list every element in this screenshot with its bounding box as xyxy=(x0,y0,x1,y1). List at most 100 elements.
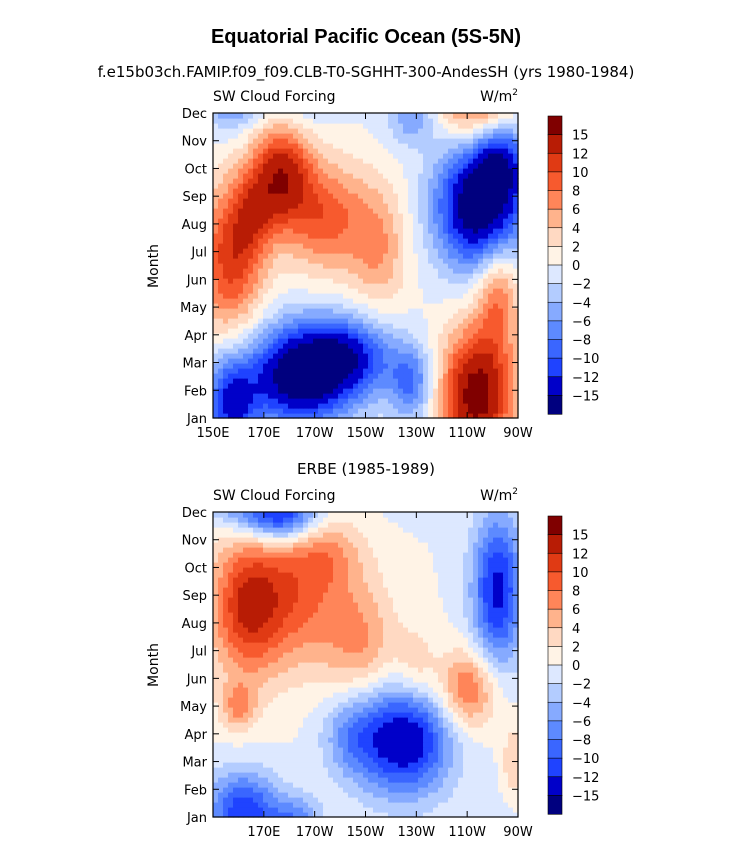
field-cell xyxy=(463,118,469,124)
field-cell xyxy=(513,797,519,803)
field-cell xyxy=(423,398,429,404)
field-cell xyxy=(338,333,344,339)
field-cell xyxy=(328,333,334,339)
field-cell xyxy=(313,363,319,369)
field-cell xyxy=(498,338,504,344)
field-cell xyxy=(423,388,429,394)
field-cell xyxy=(493,118,499,124)
field-cell xyxy=(273,188,279,194)
field-cell xyxy=(313,777,319,783)
field-cell xyxy=(443,133,449,139)
field-cell xyxy=(318,203,324,209)
field-cell xyxy=(283,298,289,304)
field-cell xyxy=(478,797,484,803)
field-cell xyxy=(388,153,394,159)
field-cell xyxy=(298,373,304,379)
field-cell xyxy=(433,313,439,319)
field-cell xyxy=(438,358,444,364)
field-cell xyxy=(358,138,364,144)
field-cell xyxy=(498,113,504,119)
field-cell xyxy=(253,388,259,394)
field-cell xyxy=(353,368,359,374)
field-cell xyxy=(388,328,394,334)
field-cell xyxy=(263,797,269,803)
field-cell xyxy=(458,383,464,389)
field-cell xyxy=(353,208,359,214)
field-cell xyxy=(233,787,239,793)
field-cell xyxy=(398,368,404,374)
field-cell xyxy=(388,143,394,149)
field-cell xyxy=(443,288,449,294)
field-cell xyxy=(298,203,304,209)
field-cell xyxy=(328,393,334,399)
field-cell xyxy=(213,273,219,279)
field-cell xyxy=(433,318,439,324)
field-cell xyxy=(508,782,514,788)
field-cell xyxy=(263,163,269,169)
field-cell xyxy=(418,328,424,334)
field-cell xyxy=(248,767,254,773)
field-cell xyxy=(493,403,499,409)
field-cell xyxy=(268,248,274,254)
field-cell xyxy=(498,353,504,359)
field-cell xyxy=(213,772,219,778)
field-cell xyxy=(453,792,459,798)
field-cell xyxy=(398,303,404,309)
field-cell xyxy=(423,792,429,798)
field-cell xyxy=(498,308,504,314)
field-cell xyxy=(448,168,454,174)
field-cell xyxy=(233,807,239,813)
field-cell xyxy=(448,792,454,798)
field-cell xyxy=(328,807,334,813)
field-cell xyxy=(513,343,519,349)
field-cell xyxy=(413,368,419,374)
field-cell xyxy=(463,273,469,279)
field-cell xyxy=(403,403,409,409)
field-cell xyxy=(293,383,299,389)
field-cell xyxy=(503,772,509,778)
field-cell xyxy=(268,403,274,409)
field-cell xyxy=(258,358,264,364)
field-cell xyxy=(443,797,449,803)
field-cell xyxy=(223,757,229,763)
field-cell xyxy=(363,393,369,399)
field-cell xyxy=(263,368,269,374)
field-cell xyxy=(368,812,374,818)
field-cell xyxy=(348,373,354,379)
field-cell xyxy=(358,797,364,803)
field-cell xyxy=(288,208,294,214)
field-cell xyxy=(243,298,249,304)
field-cell xyxy=(288,198,294,204)
field-cell xyxy=(423,223,429,229)
field-cell xyxy=(408,233,414,239)
field-cell xyxy=(408,777,414,783)
field-cell xyxy=(373,293,379,299)
field-cell xyxy=(393,737,399,743)
field-cell xyxy=(378,263,384,269)
field-cell xyxy=(483,238,489,244)
field-cell xyxy=(328,278,334,284)
field-cell xyxy=(408,223,414,229)
field-cell xyxy=(363,807,369,813)
field-cell xyxy=(293,318,299,324)
field-cell xyxy=(263,193,269,199)
field-cell xyxy=(278,413,284,419)
field-cell xyxy=(253,807,259,813)
field-cell xyxy=(273,293,279,299)
field-cell xyxy=(428,293,434,299)
field-cell xyxy=(318,722,324,728)
field-cell xyxy=(403,163,409,169)
field-cell xyxy=(488,288,494,294)
field-cell xyxy=(508,398,514,404)
field-cell xyxy=(308,727,314,733)
field-cell xyxy=(348,123,354,129)
field-cell xyxy=(308,153,314,159)
field-cell xyxy=(368,238,374,244)
field-cell xyxy=(408,258,414,264)
field-cell xyxy=(288,128,294,134)
field-cell xyxy=(338,752,344,758)
field-cell xyxy=(433,727,439,733)
field-cell xyxy=(393,732,399,738)
field-cell xyxy=(228,732,234,738)
field-cell xyxy=(268,223,274,229)
